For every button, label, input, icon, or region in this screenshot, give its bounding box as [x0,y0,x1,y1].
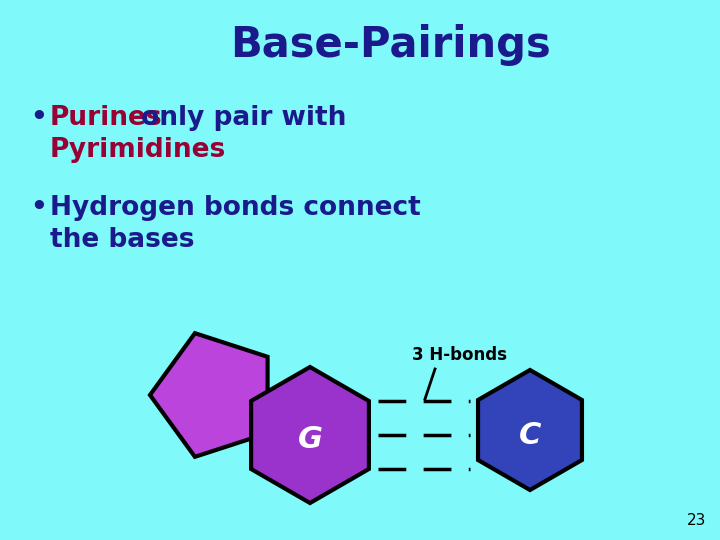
Text: 23: 23 [687,513,706,528]
Text: 3 H-bonds: 3 H-bonds [413,346,508,364]
Text: Purines: Purines [50,105,163,131]
Polygon shape [150,333,268,457]
Text: only pair with: only pair with [132,105,346,131]
Text: G: G [297,426,323,455]
Polygon shape [251,367,369,503]
Text: •: • [30,105,47,131]
Text: Base-Pairings: Base-Pairings [230,24,550,66]
Text: C: C [519,421,541,449]
Text: the bases: the bases [50,227,194,253]
Text: Hydrogen bonds connect: Hydrogen bonds connect [50,195,420,221]
Text: •: • [30,195,47,221]
Polygon shape [478,370,582,490]
Text: Pyrimidines: Pyrimidines [50,137,226,163]
